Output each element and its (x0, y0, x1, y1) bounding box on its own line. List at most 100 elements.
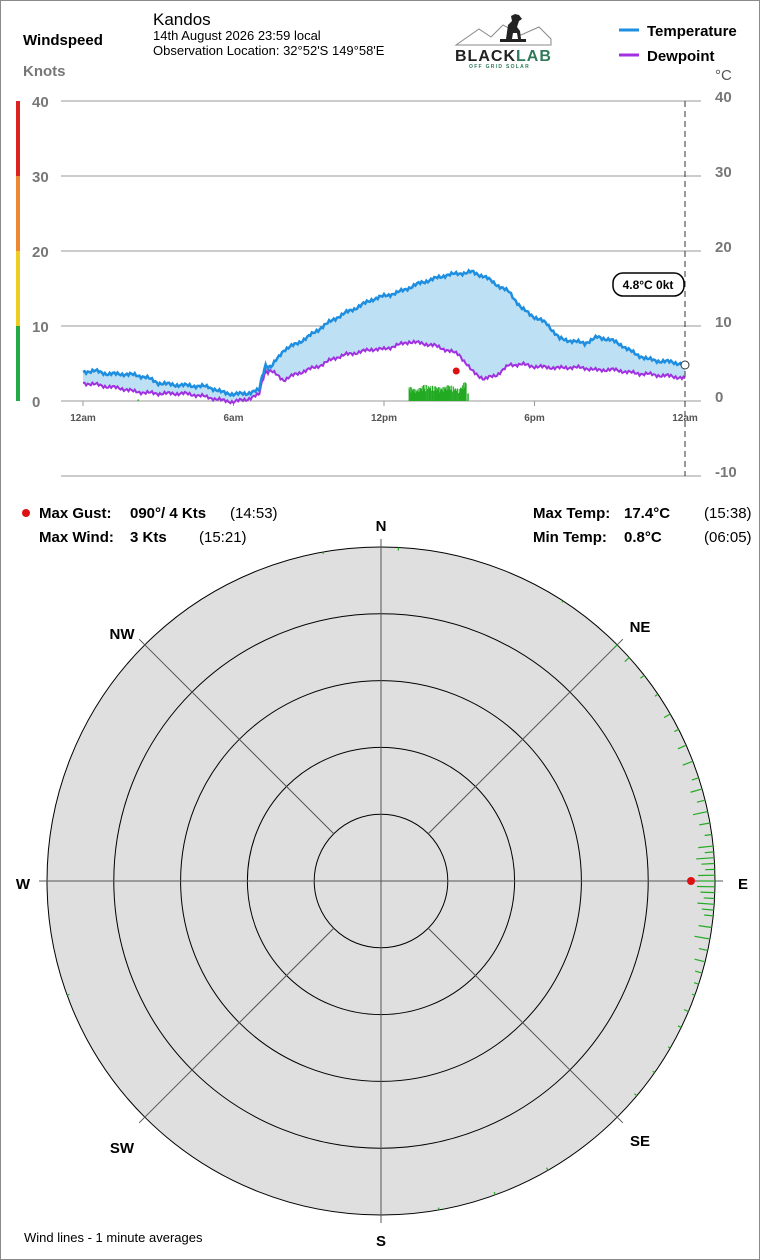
right-tick-label: 30 (715, 164, 732, 181)
current-reading-text: 4.8°C 0kt (623, 278, 674, 292)
x-tick-label: 6pm (524, 413, 545, 424)
min-temp-label: Min Temp: (533, 529, 607, 546)
wind-rose-bar (677, 1025, 682, 1028)
observation-location: Observation Location: 32°52'S 149°58'E (153, 43, 385, 58)
wind-rose-bar (66, 993, 70, 996)
right-tick-label: 40 (715, 89, 732, 106)
min-temp-time: (06:05) (704, 529, 752, 546)
windspeed-label: Windspeed (23, 32, 103, 49)
wind-rose-bar (692, 810, 708, 816)
observation-datetime: 14th August 2026 23:59 local (153, 28, 321, 43)
wind-rose-bar (640, 674, 645, 679)
x-tick-label: 6am (223, 413, 243, 424)
compass-e: E (738, 876, 748, 893)
max-gust-label: Max Gust: (39, 505, 112, 522)
max-temp-value: 17.4°C (624, 505, 670, 522)
wind-rose-spoke (427, 638, 624, 835)
max-wind-time: (15:21) (199, 529, 247, 546)
wind-rose-bar (691, 777, 699, 781)
wind-rose-bar (694, 958, 706, 963)
max-wind-value: 3 Kts (130, 529, 167, 546)
left-tick-label: 30 (32, 169, 49, 186)
celsius-label: °C (715, 67, 732, 84)
temp-dewpoint-fill (83, 272, 685, 402)
x-axis-ticks: 12am 6am 12pm 6pm 12am (70, 401, 698, 424)
logo-wordmark: BLACKLAB (455, 48, 552, 65)
footer-note: Wind lines - 1 minute averages (24, 1230, 203, 1245)
wind-scale-green (16, 326, 20, 401)
wind-rose-bar (561, 600, 564, 603)
wind-rose-bar (624, 657, 630, 662)
compass-s: S (376, 1233, 386, 1250)
compass-n: N (376, 518, 387, 535)
wind-rose-bar (683, 1009, 689, 1013)
left-axis-ticks: 40 30 20 10 0 (32, 94, 49, 411)
max-temp-label: Max Temp: (533, 505, 610, 522)
wind-rose-bar (698, 925, 712, 929)
wind-rose-spokes (39, 539, 723, 1223)
compass-w: W (16, 876, 31, 893)
wind-rose-bar (694, 970, 703, 974)
wind-rose-bar (698, 947, 708, 952)
compass-ne: NE (630, 619, 651, 636)
wind-rose-bars (66, 547, 715, 1211)
wind-rose-bar (634, 1093, 638, 1097)
wind-rose-bar (704, 851, 714, 854)
max-gust-value: 090°/ 4 Kts (130, 505, 206, 522)
dog-silhouette-icon (500, 14, 526, 42)
wind-rose-bar (667, 1046, 671, 1049)
min-temp-value: 0.8°C (624, 529, 662, 546)
right-tick-label: 20 (715, 239, 732, 256)
wind-rose-bar (699, 822, 711, 826)
wind-rose-bar (613, 644, 618, 649)
temperature-series-line (82, 268, 686, 398)
blacklab-logo: BLACKLAB OFF GRID SOLAR (454, 14, 552, 70)
wind-rose-bar (693, 982, 699, 985)
max-temp-time: (15:38) (704, 505, 752, 522)
right-axis-ticks: 40 30 20 10 0 -10 (715, 89, 737, 481)
dewpoint-series-line (82, 339, 686, 405)
max-gust-marker (452, 367, 460, 375)
wind-rose-bar (696, 799, 706, 803)
max-gust-time: (14:53) (230, 505, 278, 522)
wind-rose-spoke (138, 927, 335, 1124)
wind-rose-spoke (427, 927, 624, 1124)
left-tick-label: 0 (32, 394, 40, 411)
wind-rose-bar (700, 891, 715, 894)
right-tick-label: 10 (715, 314, 732, 331)
wind-rose-bar (545, 1167, 549, 1171)
wind-rose-bar (674, 728, 679, 733)
compass-se: SE (630, 1133, 650, 1150)
compass-sw: SW (110, 1140, 135, 1157)
current-temp-marker (680, 360, 690, 370)
wind-rose-bar (704, 914, 714, 917)
wind-rose-bar (691, 993, 696, 996)
wind-rose-bar (663, 713, 671, 719)
left-tick-label: 40 (32, 94, 49, 111)
current-reading-label: 4.8°C 0kt (612, 272, 685, 297)
wind-rose-bar (703, 897, 715, 900)
knots-label: Knots (23, 63, 66, 80)
wind-rose-bar (493, 1191, 496, 1196)
compass-nw: NW (110, 626, 136, 643)
wind-rose-bar (677, 744, 687, 750)
wind-scale-yellow (16, 251, 20, 326)
x-tick-label: 12am (672, 413, 698, 424)
max-gust-legend-dot (22, 509, 30, 517)
wind-rose-bar (701, 862, 715, 865)
wind-rose-bar (698, 845, 714, 849)
max-wind-label: Max Wind: (39, 529, 114, 546)
wind-rose-bar (654, 693, 659, 697)
right-tick-label: 0 (715, 389, 723, 406)
wind-rose-spoke (138, 638, 335, 835)
x-tick-label: 12pm (371, 413, 397, 424)
legend-temperature: Temperature (647, 23, 737, 40)
wind-rose-bar (704, 833, 712, 837)
wind-rose (39, 539, 723, 1223)
left-tick-label: 20 (32, 244, 49, 261)
wind-rose-bar (697, 902, 715, 905)
wind-rose-bar (652, 1070, 655, 1074)
legend-dewpoint: Dewpoint (647, 48, 715, 65)
